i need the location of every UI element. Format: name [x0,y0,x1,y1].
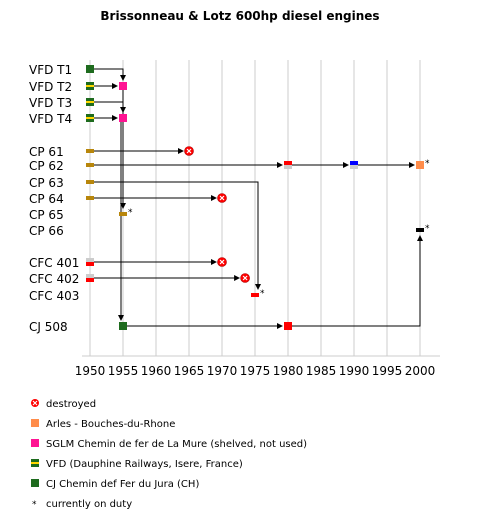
arles-square-icon [31,419,39,427]
transfer-line [94,101,126,113]
cp62-1980-marker [284,161,292,165]
legend-item: CJ Chemin def Fer du Jura (CH) [31,479,199,490]
vfd-marker-stripe [86,101,94,103]
cp-marker [119,212,127,216]
unit-label: VFD T4 [29,112,72,126]
unit-label: CP 63 [29,176,64,190]
arles-marker [416,161,424,169]
cj-marker [119,322,127,330]
cp-marker [86,163,94,167]
unit-label: CP 62 [29,159,64,173]
unit-label: CJ 508 [29,320,68,334]
unit-label: CP 61 [29,145,64,159]
year-axis: 1950 1955 1960 1965 1970 1975 1980 1985 1990 1995… [75,364,436,378]
unit-label: CFC 403 [29,289,79,303]
destroyed-cross [219,195,225,201]
year-label: 1970 [207,364,238,378]
cj-square-icon [31,479,39,487]
legend-label: SGLM Chemin de fer de La Mure (shelved, … [46,439,307,450]
year-label: 1975 [240,364,271,378]
event-markers: * * * * [86,65,430,330]
legend-label: destroyed [46,399,96,410]
cfc-marker [86,274,94,278]
destroyed-cross [242,275,248,281]
transfer-line [94,181,261,290]
destroyed-icon-cross [32,400,38,406]
year-label: 1980 [273,364,304,378]
year-label: 1965 [174,364,205,378]
sglm-marker [119,82,127,90]
destroyed-cross [219,259,225,265]
year-label: 1990 [339,364,370,378]
cp62-1980-marker-lower [284,165,292,169]
cp66-marker [416,228,424,232]
cp-marker [86,149,94,153]
legend-item: VFD (Dauphine Railways, Isere, France) [31,459,243,470]
unit-label: CFC 401 [29,256,79,270]
destroyed-icon [217,193,227,203]
cp62-1990-marker-lower [350,165,358,169]
unit-label: CP 65 [29,208,64,222]
cp62-1990-marker [350,161,358,165]
unit-label: CP 64 [29,192,64,206]
unit-label: CP 66 [29,224,64,238]
sglm-marker [119,114,127,122]
destroyed-icon [240,273,250,283]
star-icon: * [32,500,37,510]
destroyed-cross [186,148,192,154]
legend-label: currently on duty [46,499,132,510]
unit-label: VFD T1 [29,63,72,77]
destroyed-icon [217,257,227,267]
year-label: 1955 [108,364,139,378]
destroyed-icon [184,146,194,156]
unit-label: VFD T2 [29,80,72,94]
legend-item: SGLM Chemin de fer de La Mure (shelved, … [31,439,307,450]
year-label: 1960 [141,364,172,378]
cp-marker [86,196,94,200]
year-label: 2000 [405,364,436,378]
year-label: 1995 [372,364,403,378]
year-grid [82,60,440,357]
transfer-line [94,68,126,81]
vfd-marker-stripe [86,85,94,87]
chart-title: Brissonneau & Lotz 600hp diesel engines [100,9,380,23]
star-icon: * [260,289,265,299]
vfd-marker [86,65,94,73]
cfc-marker [86,258,94,262]
year-label: 1950 [75,364,106,378]
cfc403-marker [251,293,259,297]
legend-label: CJ Chemin def Fer du Jura (CH) [46,479,199,490]
legend-item: Arles - Bouches-du-Rhone [31,419,175,430]
vfd-marker-stripe [86,117,94,119]
legend-label: VFD (Dauphine Railways, Isere, France) [46,459,243,470]
legend-item: destroyed [31,399,96,410]
vfd-stripe-icon-stripe [31,462,39,464]
star-icon: * [425,224,430,234]
cfc-marker-lower [86,262,94,266]
legend: destroyed Arles - Bouches-du-Rhone SGLM Ch… [31,399,307,510]
year-label: 1985 [306,364,337,378]
cp-marker [86,180,94,184]
unit-label: CFC 402 [29,272,79,286]
legend-item: * currently on duty [32,499,132,510]
cfc-marker-lower [86,278,94,282]
transfer-arrows [94,68,423,329]
legend-label: Arles - Bouches-du-Rhone [46,419,175,430]
transfer-line [292,235,423,327]
star-icon: * [425,159,430,169]
star-icon: * [128,208,133,218]
sglm-square-icon [31,439,39,447]
cj508-1980-marker [284,322,292,330]
unit-label: VFD T3 [29,96,72,110]
